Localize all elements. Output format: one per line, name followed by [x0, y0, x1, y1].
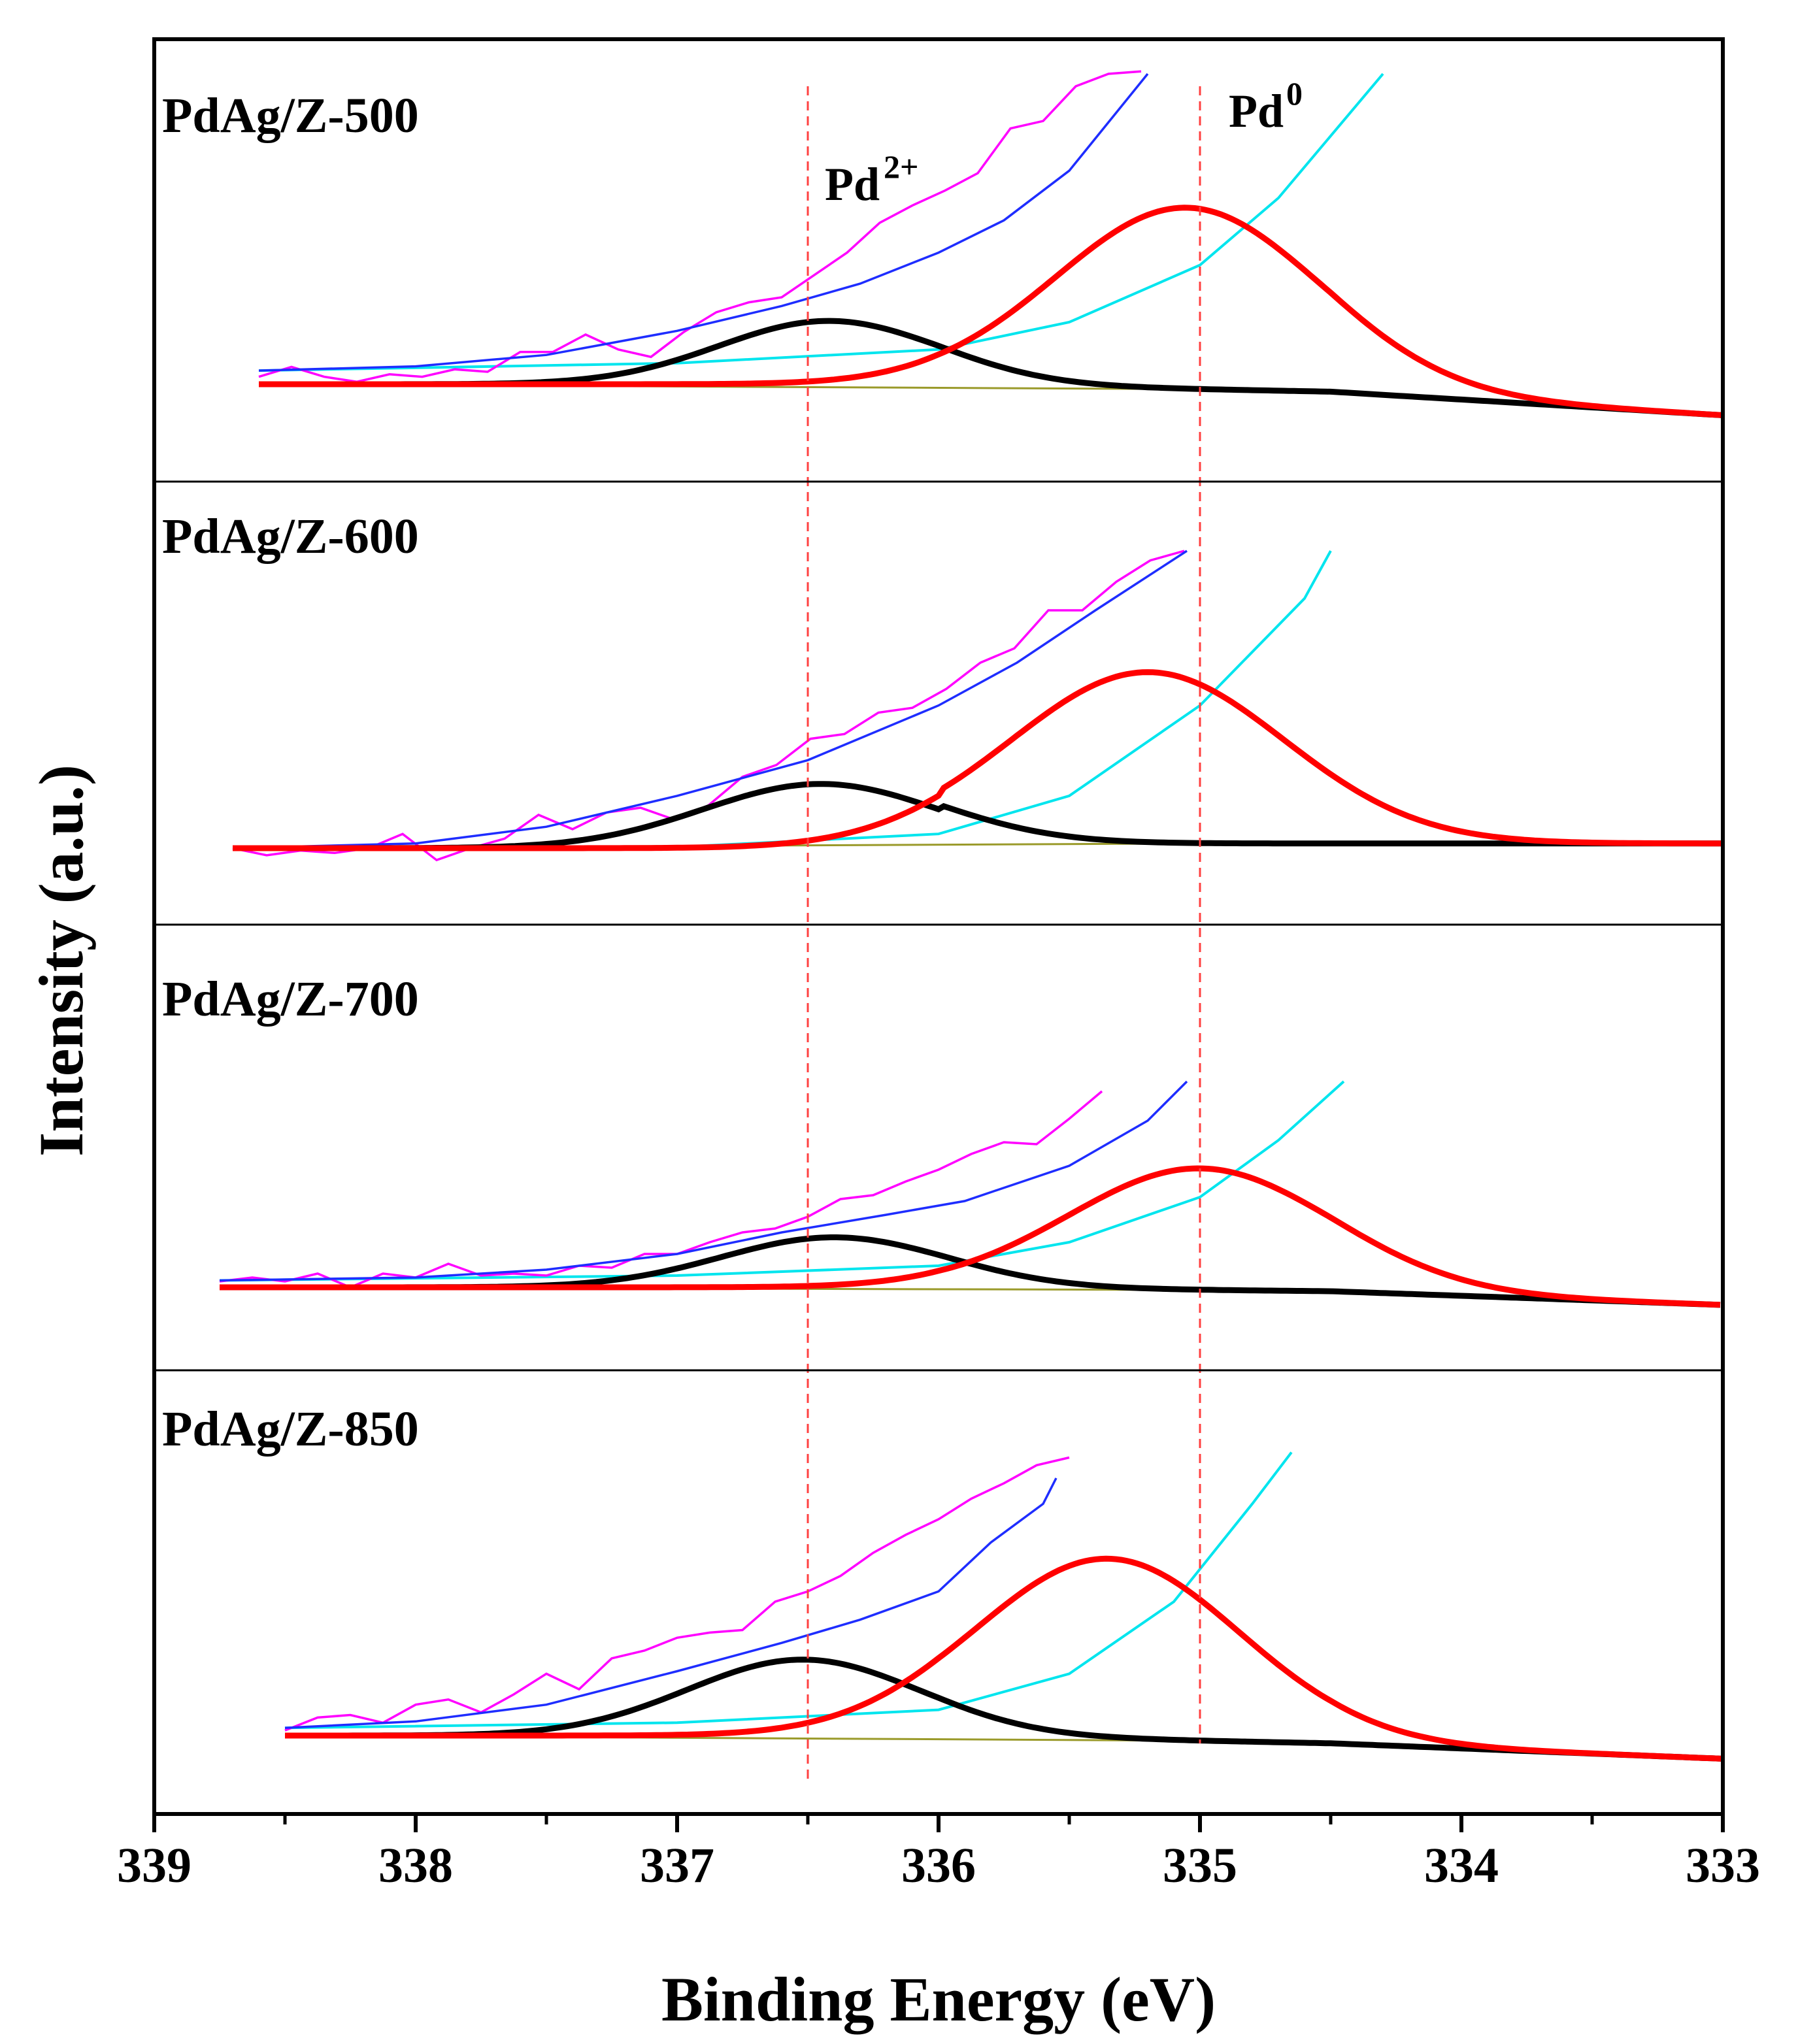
pd2-annotation-text: Pd	[825, 158, 880, 210]
x-tick-label: 337	[640, 1838, 714, 1893]
pd0-peak-curve	[220, 1165, 1721, 1308]
raw-data-line	[284, 1456, 1070, 1732]
pd0-annotation-text: Pd	[1229, 85, 1284, 137]
raw-data-line	[258, 70, 1142, 383]
x-tick-label: 339	[117, 1838, 191, 1893]
envelope-fit-line	[284, 1477, 1057, 1729]
panel-pdag-z-500	[258, 70, 1722, 418]
panel-pdag-z-700	[219, 1080, 1721, 1308]
x-tick-label: 334	[1424, 1838, 1499, 1893]
pd2-annotation: Pd 2+	[825, 148, 919, 210]
pd2-annotation-sup: 2+	[884, 148, 919, 185]
x-tick-label: 338	[378, 1838, 453, 1893]
envelope-fit-line	[219, 1080, 1188, 1282]
pd0-annotation: Pd0	[1229, 75, 1303, 137]
pd0-peak-curve	[233, 669, 1722, 851]
pd0-annotation-sup: 0	[1286, 75, 1303, 112]
envelope-fit-line	[258, 73, 1149, 372]
x-axis-title: Binding Energy (eV)	[661, 1964, 1216, 2034]
background-curve	[258, 73, 1384, 372]
pd0-peak-curve	[285, 1555, 1722, 1762]
x-tick-label: 333	[1686, 1838, 1760, 1893]
panel-label: PdAg/Z-700	[162, 972, 419, 1027]
background-curve	[284, 1451, 1293, 1730]
panel-pdag-z-600	[232, 550, 1722, 862]
envelope-fit-line	[232, 550, 1188, 849]
panel-label: PdAg/Z-600	[162, 509, 419, 564]
panel-label: PdAg/Z-500	[162, 88, 419, 143]
panel-label: PdAg/Z-850	[162, 1402, 419, 1457]
plot-area-background	[154, 39, 1723, 1814]
pd0-peak-curve	[259, 205, 1722, 418]
y-axis-title: Intensity (a.u.)	[26, 765, 96, 1157]
background-curve	[219, 1080, 1345, 1282]
panel-pdag-z-850	[284, 1451, 1722, 1762]
pd2-peak-curve	[285, 1657, 1722, 1762]
x-tick-label: 335	[1163, 1838, 1237, 1893]
raw-data-line	[219, 1090, 1103, 1289]
x-tick-label: 336	[901, 1838, 976, 1893]
x-axis-ticks: 339 338 337 336 335 334 333	[117, 1814, 1760, 1893]
